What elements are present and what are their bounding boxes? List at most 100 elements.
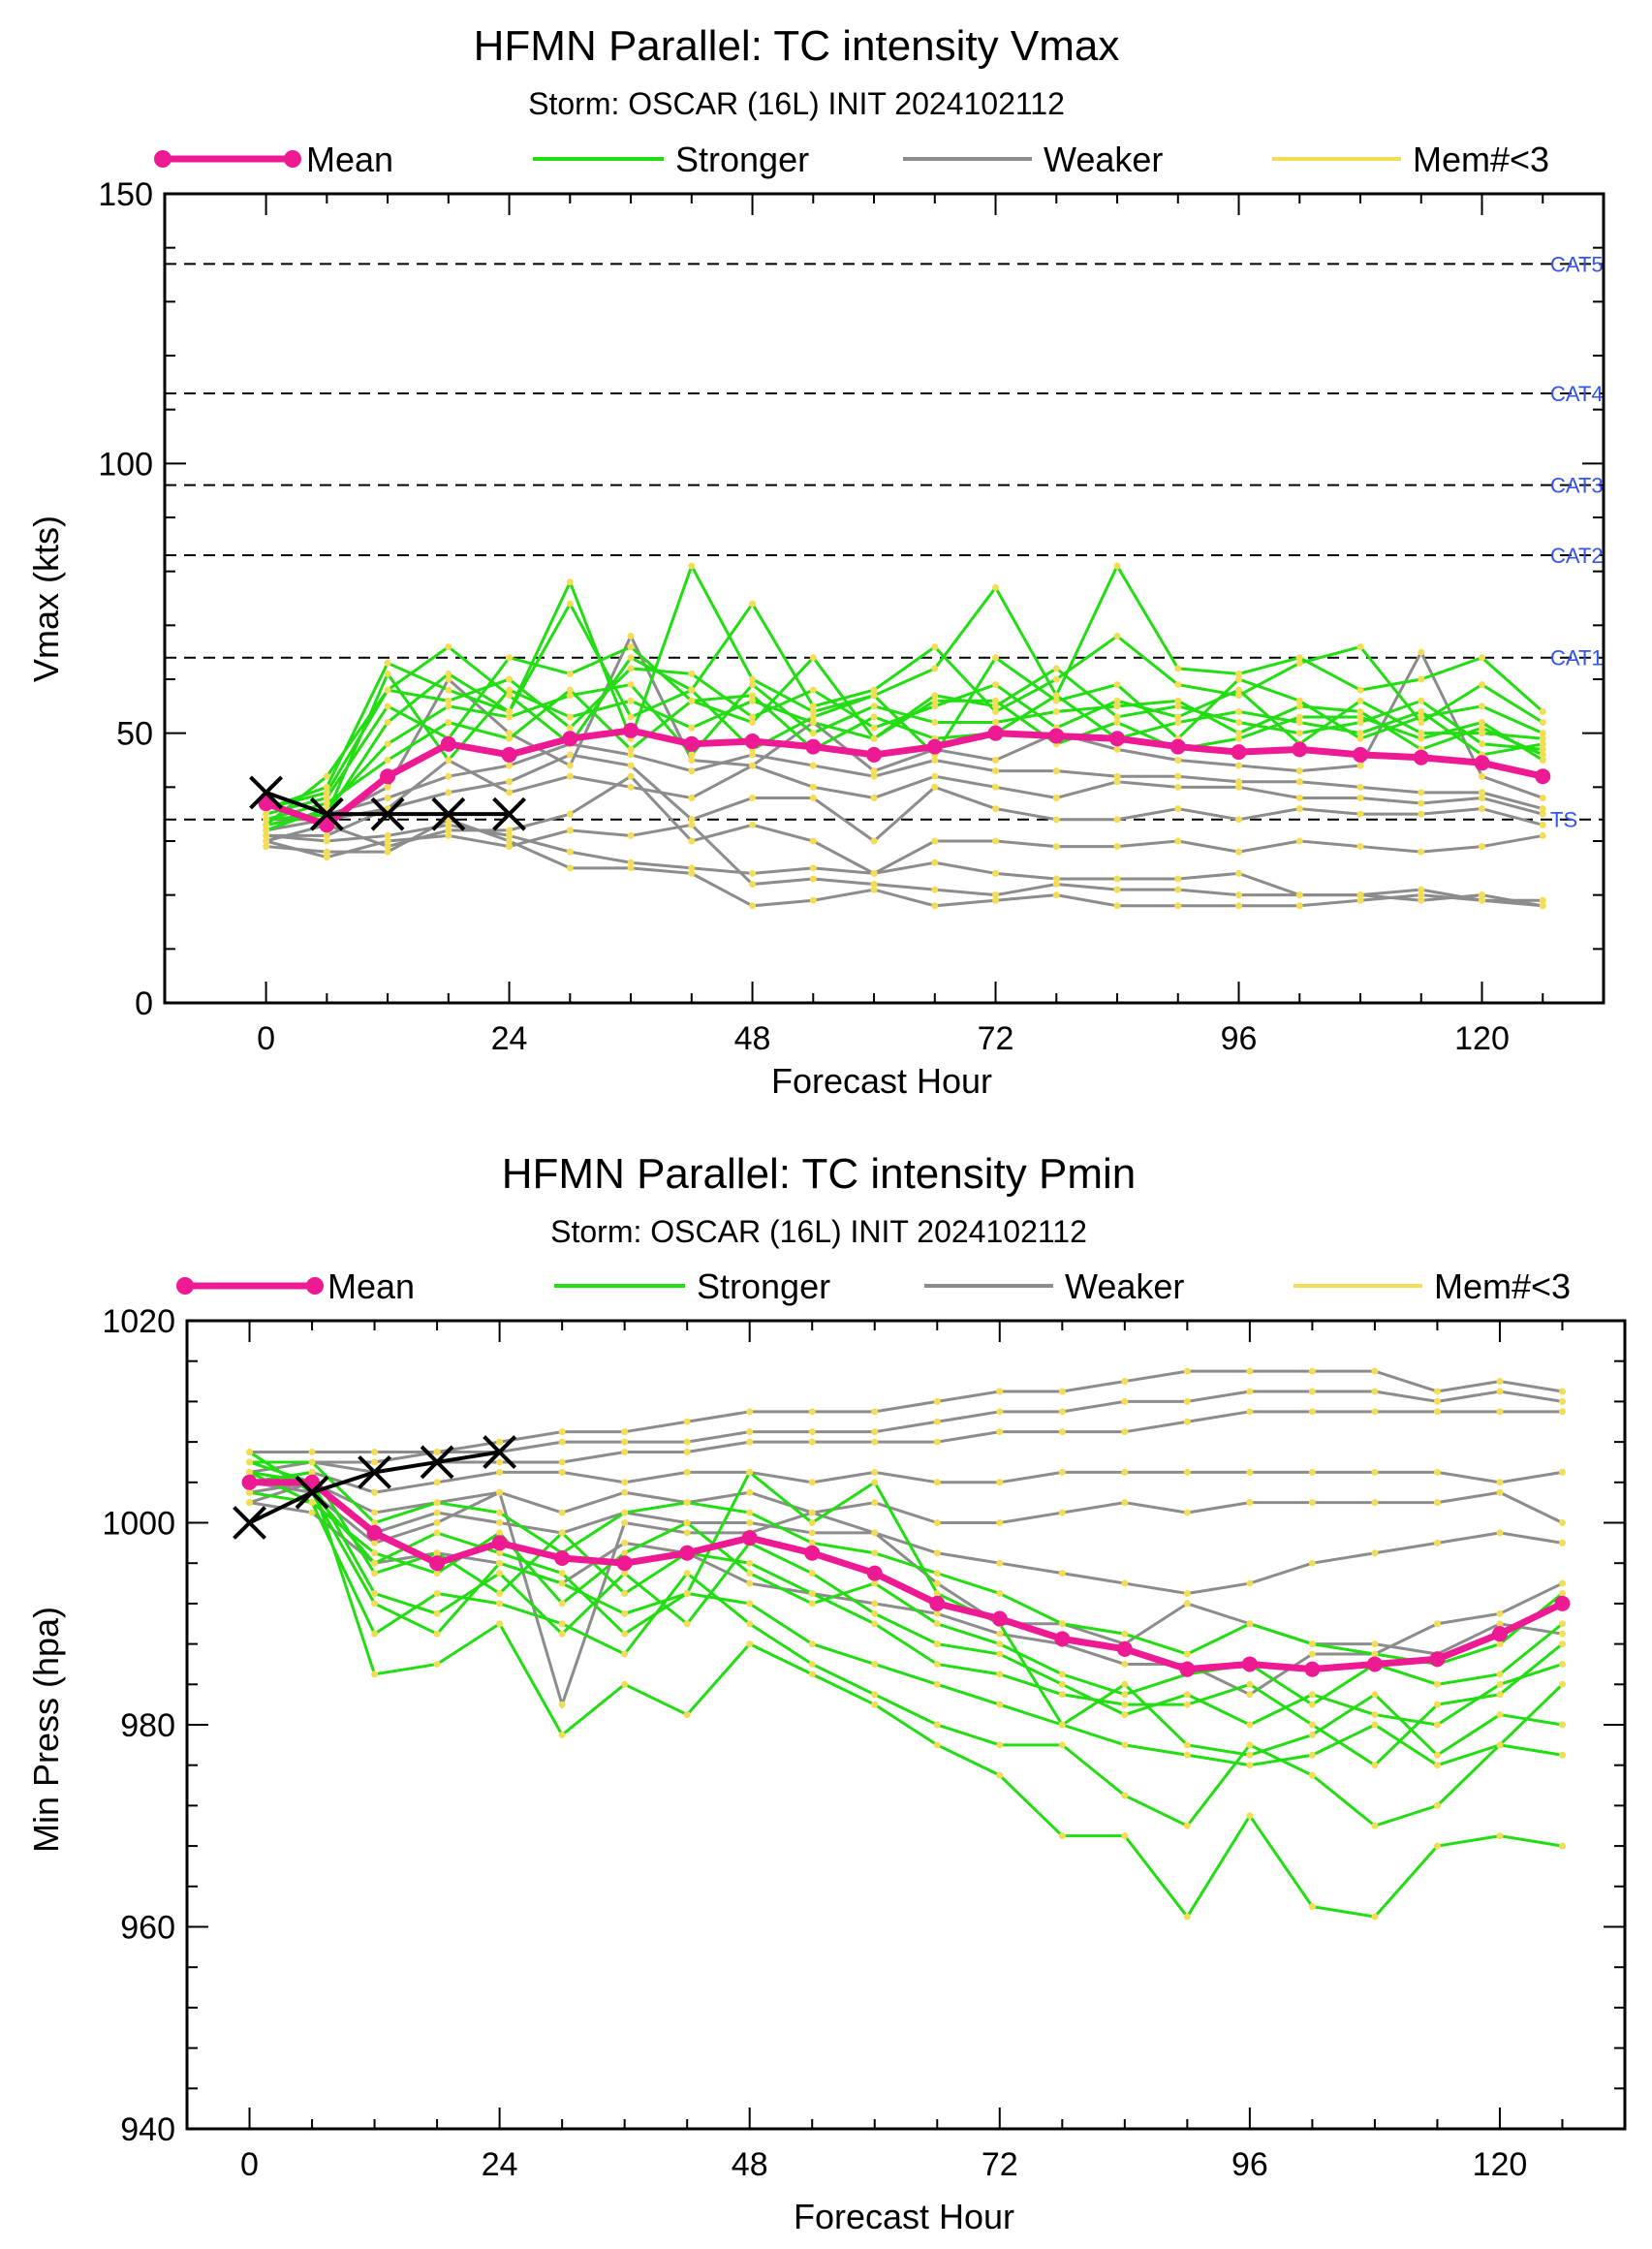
member-point	[496, 1589, 504, 1597]
member-point	[870, 869, 878, 877]
member-point	[496, 1559, 504, 1567]
member-point	[1295, 730, 1303, 737]
member-point	[621, 1519, 629, 1526]
member-point	[749, 794, 757, 801]
member-point	[1371, 1721, 1379, 1729]
member-point	[1558, 1680, 1566, 1688]
member-point	[1433, 1801, 1441, 1809]
member-point	[1371, 1499, 1379, 1507]
member-point	[1052, 697, 1060, 704]
member-point	[871, 1609, 879, 1617]
member-point	[621, 1539, 629, 1546]
weaker-member-line	[265, 758, 1543, 837]
member-point	[871, 1691, 879, 1699]
member-point	[371, 1488, 379, 1496]
member-point	[1113, 632, 1121, 640]
member-point	[1052, 875, 1060, 883]
member-point	[627, 697, 635, 704]
member-point	[1183, 1600, 1191, 1608]
member-point	[749, 762, 757, 769]
member-point	[371, 1519, 379, 1526]
member-point	[445, 757, 452, 764]
member-point	[1235, 730, 1243, 737]
member-point	[566, 578, 574, 586]
member-point	[506, 675, 514, 683]
member-point	[558, 1579, 566, 1587]
mean-series	[241, 1474, 1571, 1677]
member-point	[371, 1570, 379, 1577]
member-point	[627, 681, 635, 689]
member-point	[1246, 1762, 1254, 1769]
weaker-member-line	[265, 742, 1543, 827]
weaker-member-line	[265, 632, 1543, 822]
member-point	[871, 1499, 879, 1507]
mean-point	[1304, 1661, 1321, 1677]
member-point	[688, 670, 696, 677]
vmax-legend: Mean Stronger Weaker Mem#<3	[154, 140, 1549, 179]
member-point	[808, 1479, 816, 1486]
member-point	[627, 772, 635, 780]
member-point	[809, 837, 817, 845]
member-point	[1418, 675, 1425, 683]
member-point	[1295, 767, 1303, 775]
member-point	[933, 1640, 941, 1648]
member-point	[933, 1418, 941, 1425]
member-point	[1418, 810, 1425, 818]
member-point	[1433, 1620, 1441, 1628]
member-point	[1052, 707, 1060, 715]
member-point	[246, 1449, 254, 1456]
member-point	[1356, 843, 1364, 851]
observed-series	[249, 775, 526, 831]
member-point	[746, 1468, 754, 1476]
member-point	[749, 902, 757, 910]
observed-marker	[309, 797, 344, 831]
member-point	[996, 1559, 1004, 1567]
member-point	[1121, 1680, 1129, 1688]
member-point	[688, 562, 696, 570]
member-point	[1052, 843, 1060, 851]
mean-point	[987, 725, 1004, 741]
member-point	[933, 1570, 941, 1577]
member-point	[621, 1428, 629, 1436]
member-point	[384, 831, 391, 839]
observed-marker	[370, 797, 405, 831]
member-point	[384, 794, 391, 801]
category-thresholds: TS CAT1 CAT2 CAT3 CAT4 CAT5	[165, 252, 1604, 832]
legend-mean-label: Mean	[327, 1266, 415, 1306]
legend-mean-marker	[306, 1277, 324, 1295]
member-point	[931, 783, 939, 791]
member-point	[621, 1680, 629, 1688]
member-point	[1371, 1711, 1379, 1719]
member-point	[1058, 1721, 1066, 1729]
member-point	[870, 703, 878, 710]
member-point	[1246, 1812, 1254, 1820]
member-point	[1308, 1701, 1316, 1708]
member-point	[809, 719, 817, 727]
member-point	[1539, 707, 1546, 715]
member-point	[1418, 848, 1425, 856]
member-point	[1121, 1378, 1129, 1386]
member-point	[688, 864, 696, 872]
member-point	[496, 1570, 504, 1577]
member-point	[746, 1620, 754, 1628]
mean-point	[258, 796, 274, 812]
member-point	[871, 1660, 879, 1668]
member-point	[870, 794, 878, 801]
member-point	[1558, 1751, 1566, 1759]
member-point	[871, 1468, 879, 1476]
member-point	[1113, 875, 1121, 883]
member-point	[809, 707, 817, 715]
member-point	[809, 730, 817, 737]
member-point	[1113, 713, 1121, 721]
legend-stronger-label: Stronger	[675, 140, 809, 179]
member-point	[566, 724, 574, 732]
member-point	[1121, 1701, 1129, 1708]
stronger-member-line	[249, 1470, 1563, 1727]
member-point	[433, 1509, 441, 1516]
member-point	[1433, 1680, 1441, 1688]
member-point	[746, 1488, 754, 1496]
member-point	[871, 1408, 879, 1416]
member-point	[1433, 1721, 1441, 1729]
pmin-title: HFMN Parallel: TC intensity Pmin	[502, 1150, 1136, 1198]
